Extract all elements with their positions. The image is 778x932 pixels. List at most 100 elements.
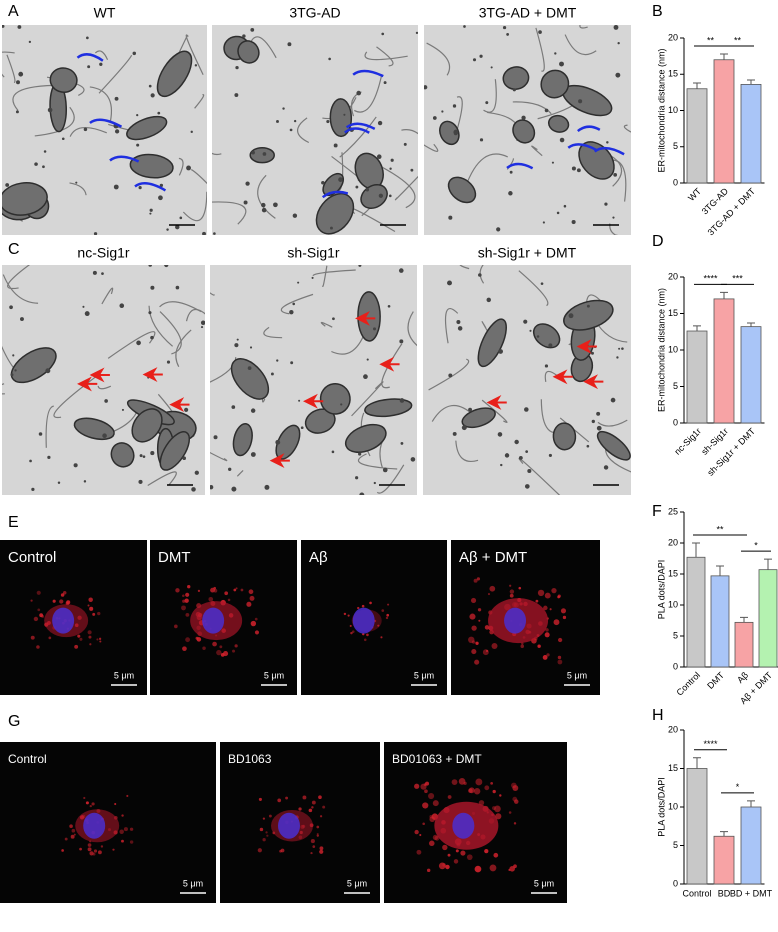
pla-dot bbox=[126, 794, 129, 797]
significance-label: ** bbox=[707, 35, 715, 45]
granule bbox=[615, 72, 621, 78]
granule bbox=[613, 172, 618, 177]
pla-dot bbox=[88, 597, 93, 603]
panel-letter: B bbox=[652, 3, 663, 20]
pla-dot bbox=[64, 837, 68, 841]
arrow bbox=[142, 367, 163, 382]
pla-dot bbox=[487, 592, 491, 596]
x-tick-label: Control bbox=[682, 888, 711, 898]
membrane bbox=[263, 326, 283, 339]
pla-dot bbox=[119, 829, 124, 834]
granule bbox=[289, 128, 293, 132]
pla-dot bbox=[302, 795, 307, 800]
pla-dot bbox=[73, 833, 76, 836]
granule bbox=[31, 487, 35, 492]
granule bbox=[603, 465, 609, 470]
pla-dot bbox=[123, 827, 128, 832]
pla-dot bbox=[557, 637, 563, 643]
image-label: BD1063 bbox=[228, 752, 272, 766]
granule bbox=[356, 90, 361, 96]
pla-dot bbox=[70, 834, 75, 839]
y-tick-label: 10 bbox=[668, 801, 678, 811]
x-tick-label: nc-Sig1r bbox=[672, 426, 703, 457]
granule bbox=[276, 119, 279, 123]
x-tick-label: BD + DMT bbox=[730, 888, 773, 898]
granule bbox=[213, 232, 216, 235]
granule bbox=[613, 25, 619, 30]
granule bbox=[343, 113, 346, 116]
panel-letter: H bbox=[652, 707, 664, 724]
pla-dot bbox=[98, 637, 102, 640]
granule bbox=[45, 368, 51, 374]
pla-dot bbox=[85, 801, 89, 805]
pla-dot bbox=[369, 601, 372, 605]
significance-label: * bbox=[736, 782, 740, 792]
granule bbox=[514, 439, 519, 445]
granule bbox=[388, 194, 392, 198]
y-tick-label: 0 bbox=[673, 878, 678, 888]
pla-dot bbox=[258, 797, 262, 801]
pla-dot bbox=[308, 808, 313, 813]
membrane bbox=[148, 305, 174, 347]
pla-dot bbox=[182, 646, 187, 652]
arrow bbox=[576, 339, 597, 354]
membrane bbox=[97, 385, 112, 390]
mitochondrion bbox=[131, 408, 163, 443]
pla-dot bbox=[36, 590, 41, 595]
membrane bbox=[464, 153, 508, 188]
membrane bbox=[175, 329, 192, 368]
y-axis-label: PLA dots/DAPI bbox=[656, 777, 666, 837]
pla-dot bbox=[512, 785, 519, 791]
granule bbox=[150, 335, 154, 340]
pla-dot bbox=[428, 840, 435, 847]
mitochondrion bbox=[304, 408, 336, 434]
error-bar bbox=[747, 322, 755, 327]
membrane bbox=[428, 358, 470, 391]
y-tick-label: 5 bbox=[673, 630, 678, 640]
pla-dot bbox=[91, 802, 95, 806]
granule bbox=[578, 99, 583, 104]
significance-label: * bbox=[754, 540, 758, 550]
mitochondrion bbox=[322, 172, 345, 197]
mitochondrion bbox=[230, 358, 270, 400]
pla-dot bbox=[447, 853, 451, 857]
pla-dot bbox=[262, 838, 266, 842]
x-tick-label: DMT bbox=[705, 670, 726, 691]
granule bbox=[453, 131, 458, 136]
membrane bbox=[89, 86, 112, 122]
granule bbox=[456, 320, 461, 325]
mitochondrion bbox=[2, 182, 48, 216]
granule bbox=[235, 65, 239, 70]
granule bbox=[544, 364, 549, 368]
y-tick-label: 0 bbox=[673, 661, 678, 671]
membrane bbox=[616, 234, 618, 235]
granule bbox=[290, 361, 294, 365]
pla-dot bbox=[380, 636, 383, 639]
granule bbox=[596, 425, 602, 431]
granule bbox=[559, 61, 564, 67]
membrane bbox=[531, 145, 543, 157]
granule bbox=[228, 467, 232, 471]
er-trace bbox=[593, 146, 625, 156]
membrane bbox=[69, 127, 107, 137]
granule bbox=[525, 450, 529, 453]
pla-dot bbox=[350, 631, 353, 635]
membrane bbox=[210, 292, 215, 296]
y-axis-label: ER-mitochondria distance (nm) bbox=[656, 288, 666, 412]
membrane bbox=[210, 451, 228, 462]
granule bbox=[399, 339, 404, 344]
significance-label: ** bbox=[734, 35, 742, 45]
granule bbox=[372, 327, 377, 331]
pla-dot bbox=[74, 644, 79, 649]
pla-dot bbox=[227, 598, 231, 602]
pla-dot bbox=[432, 834, 439, 841]
granule bbox=[540, 282, 544, 285]
pla-dot bbox=[520, 644, 525, 649]
pla-dot bbox=[71, 828, 76, 833]
membrane bbox=[407, 311, 417, 347]
mitochondrion bbox=[461, 407, 496, 429]
pla-dot bbox=[544, 592, 551, 599]
pla-dot bbox=[187, 585, 191, 589]
pla-dot bbox=[482, 649, 489, 656]
y-axis-label: ER-mitochondria distance (nm) bbox=[656, 48, 666, 172]
